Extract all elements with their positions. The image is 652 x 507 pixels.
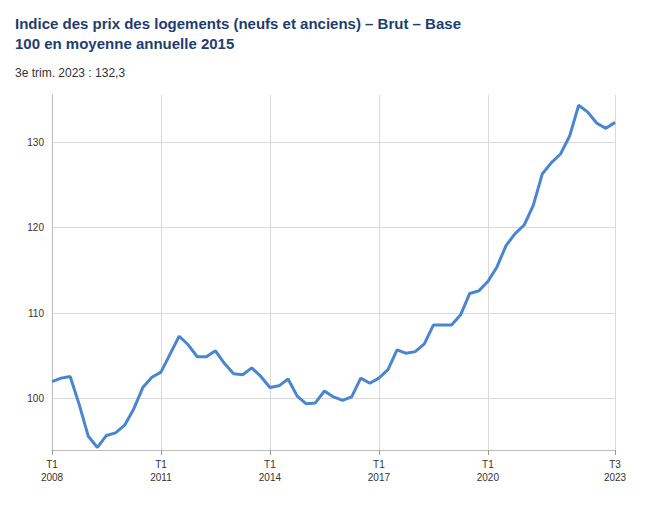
- svg-text:T1: T1: [373, 459, 385, 470]
- svg-text:130: 130: [27, 137, 44, 148]
- svg-text:110: 110: [28, 308, 44, 319]
- svg-text:T1: T1: [264, 459, 276, 470]
- svg-text:2023: 2023: [604, 472, 627, 483]
- svg-text:T3: T3: [609, 459, 621, 470]
- svg-text:2011: 2011: [150, 472, 172, 483]
- svg-text:T1: T1: [46, 459, 58, 470]
- svg-text:2020: 2020: [477, 472, 500, 483]
- svg-text:100: 100: [27, 393, 44, 404]
- svg-text:T1: T1: [482, 459, 494, 470]
- svg-text:Indice des prix des logements: Indice des prix des logements (neufs et …: [15, 15, 465, 32]
- svg-text:2017: 2017: [368, 472, 391, 483]
- svg-text:2014: 2014: [259, 472, 282, 483]
- svg-text:120: 120: [27, 222, 44, 233]
- svg-text:2008: 2008: [41, 472, 64, 483]
- svg-text:100 en moyenne annuelle 2015: 100 en moyenne annuelle 2015: [15, 35, 234, 52]
- svg-text:T1: T1: [155, 459, 167, 470]
- svg-text:3e trim. 2023 : 132,3: 3e trim. 2023 : 132,3: [15, 66, 125, 80]
